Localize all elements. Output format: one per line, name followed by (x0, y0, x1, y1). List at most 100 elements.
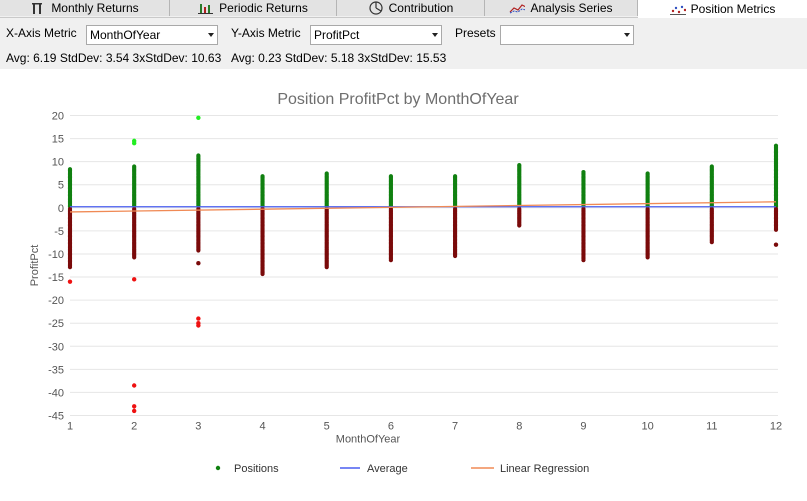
position-point (388, 258, 394, 263)
series-chart-icon (509, 1, 526, 15)
periodic-bars-icon (198, 1, 214, 15)
y-axis-stats: Avg: 0.23 StdDev: 5.18 3xStdDev: 15.53 (231, 51, 447, 65)
pie-chart-icon (368, 1, 384, 15)
position-point (517, 223, 522, 228)
position-point (67, 279, 73, 284)
position-point (388, 174, 394, 179)
y-tick-label: -25 (48, 318, 64, 330)
position-point (131, 404, 137, 409)
x-axis-metric-value: MonthOfYear (90, 28, 161, 42)
x-tick-label: 12 (770, 421, 782, 433)
chevron-down-icon (208, 33, 214, 37)
y-axis-metric-label: Y-Axis Metric (231, 26, 301, 40)
position-point (517, 163, 522, 168)
position-point (709, 164, 714, 169)
position-point (196, 248, 201, 253)
tab-label: Periodic Returns (219, 1, 308, 15)
tab-periodic-returns[interactable]: Periodic Returns (170, 0, 337, 16)
tab-monthly-returns[interactable]: Monthly Returns (0, 0, 170, 16)
tab-label: Monthly Returns (51, 1, 139, 15)
position-point (452, 174, 458, 179)
scatter-dots-icon (669, 2, 686, 16)
position-point (131, 383, 137, 388)
tab-label: Contribution (388, 1, 454, 15)
presets-label: Presets (455, 26, 496, 40)
position-point (260, 271, 265, 277)
x-tick-label: 11 (706, 421, 717, 433)
x-tick-label: 7 (452, 421, 458, 433)
position-point (773, 227, 779, 232)
regression-line (69, 201, 777, 213)
x-axis-stats: Avg: 6.19 StdDev: 3.54 3xStdDev: 10.63 (6, 51, 222, 65)
y-tick-label: -30 (48, 341, 64, 353)
metric-controls: X-Axis Metric MonthOfYear Y-Axis Metric … (0, 18, 807, 69)
x-tick-label: 4 (259, 421, 265, 433)
tab-analysis-series[interactable]: Analysis Series (485, 0, 638, 16)
position-point (773, 242, 779, 247)
position-point (645, 255, 650, 260)
x-tick-label: 10 (642, 421, 654, 433)
y-tick-label: 0 (58, 203, 64, 215)
y-tick-label: -15 (48, 272, 64, 284)
x-tick-label: 1 (67, 421, 73, 433)
legend-positions-label: Positions (234, 463, 279, 475)
position-point (581, 258, 586, 263)
position-point (131, 140, 137, 146)
position-point (709, 240, 714, 245)
x-tick-label: 9 (580, 421, 586, 433)
y-tick-label: -5 (54, 226, 64, 238)
position-point (260, 174, 265, 179)
y-tick-label: 5 (58, 180, 64, 192)
tab-bar: Monthly Returns Periodic Returns Contrib… (0, 0, 807, 18)
position-point (645, 171, 650, 176)
x-axis-label: MonthOfYear (336, 434, 401, 446)
position-point (196, 115, 201, 121)
legend-regression-label: Linear Regression (500, 463, 589, 475)
position-point (131, 277, 137, 282)
legend-positions-marker (215, 465, 221, 471)
y-tick-label: 20 (52, 111, 64, 123)
y-tick-label: -10 (48, 249, 64, 261)
chart-title: Position ProfitPct by MonthOfYear (277, 91, 519, 108)
position-point (196, 260, 201, 266)
x-tick-label: 8 (516, 421, 522, 433)
chart-canvas: Position ProfitPct by MonthOfYear2015105… (29, 91, 782, 475)
position-point (67, 265, 73, 270)
x-tick-label: 3 (195, 421, 201, 433)
position-point (581, 169, 586, 175)
y-tick-label: -35 (48, 364, 64, 376)
position-point (196, 153, 201, 158)
position-point (131, 408, 137, 414)
position-point (773, 143, 779, 148)
scatter-chart: Position ProfitPct by MonthOfYear 20 15 10 5… (0, 69, 807, 501)
y-axis-label: ProfitPct (29, 245, 41, 287)
tab-label: Analysis Series (530, 1, 613, 15)
x-tick-label: 2 (131, 421, 137, 433)
position-point (196, 323, 201, 328)
position-point (132, 164, 137, 169)
x-axis-metric-label: X-Axis Metric (6, 26, 77, 40)
y-axis-metric-value: ProfitPct (314, 28, 360, 42)
tab-position-metrics[interactable]: Position Metrics (638, 0, 807, 18)
chevron-down-icon (432, 33, 438, 37)
x-axis-metric-select[interactable]: MonthOfYear (86, 25, 218, 45)
x-tick-label: 6 (388, 421, 394, 433)
tab-contribution[interactable]: Contribution (337, 0, 485, 16)
bar-candle-icon (30, 1, 46, 15)
presets-select[interactable] (500, 25, 634, 45)
y-tick-label: -45 (48, 411, 64, 423)
y-tick-label: 10 (52, 157, 64, 169)
legend-average-label: Average (367, 463, 408, 475)
position-point (67, 167, 73, 172)
position-point (132, 255, 137, 260)
y-tick-label: -40 (48, 387, 64, 399)
position-point (452, 253, 458, 259)
y-tick-label: -20 (48, 295, 64, 307)
x-tick-label: 5 (324, 421, 330, 433)
position-point (196, 316, 201, 321)
y-tick-label: 15 (52, 134, 64, 146)
position-point (324, 265, 329, 270)
tab-label: Position Metrics (690, 2, 776, 16)
y-axis-metric-select[interactable]: ProfitPct (310, 25, 442, 45)
position-point (324, 171, 329, 176)
